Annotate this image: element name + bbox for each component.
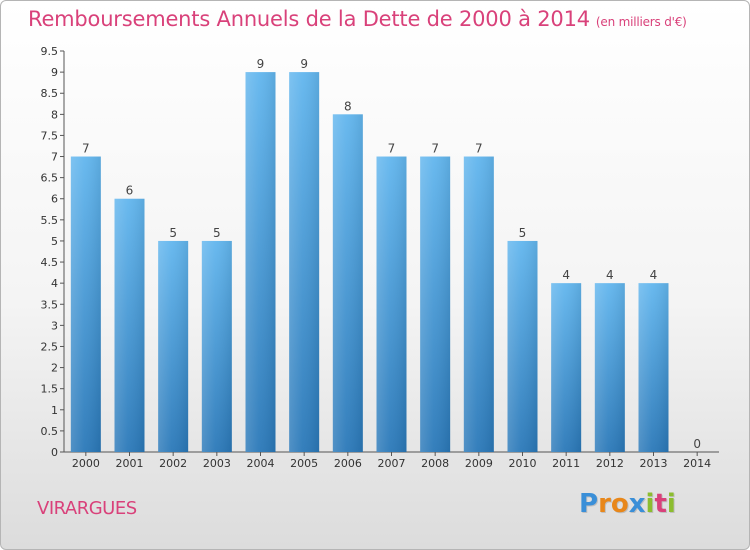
x-tick-label: 2006 [334,457,362,470]
chart-title-text: Remboursements Annuels de la Dette de 20… [28,7,590,31]
x-tick-label: 2008 [421,457,449,470]
x-tick-label: 2001 [116,457,144,470]
x-tick-label: 2010 [509,457,537,470]
x-tick-label: 2003 [203,457,231,470]
data-label: 4 [562,268,570,282]
proxiti-logo[interactable]: Proxiti [579,489,676,519]
bar-shine [114,198,145,452]
data-label: 6 [126,184,134,198]
commune-name: VIRARGUES [37,498,137,519]
y-tick-label: 4.5 [41,256,59,269]
y-tick-label: 5.5 [41,214,59,227]
logo-letter: i [666,489,676,519]
bar-shine [70,156,101,453]
data-label: 4 [650,268,658,282]
data-label: 9 [257,57,265,71]
data-label: 5 [213,226,221,240]
logo-letter: P [579,489,599,519]
bar-shine [245,72,276,453]
data-label: 7 [475,142,483,156]
bar-shine [463,156,494,453]
data-label: 5 [519,226,527,240]
data-label: 4 [606,268,614,282]
x-tick-label: 2013 [640,457,668,470]
logo-letter: x [628,489,646,519]
y-tick-label: 4 [51,277,58,290]
bar-shine [594,283,625,452]
y-tick-label: 7 [51,151,58,164]
logo-letter: o [610,489,629,519]
y-tick-label: 2 [51,362,58,375]
y-tick-label: 1.5 [41,383,59,396]
bar-shine [376,156,407,453]
data-label: 7 [388,142,396,156]
x-tick-label: 2009 [465,457,493,470]
y-tick-label: 8 [51,108,58,121]
y-tick-label: 9.5 [41,45,59,58]
x-tick-label: 2014 [683,457,711,470]
x-tick-label: 2012 [596,457,624,470]
y-tick-label: 7.5 [41,129,59,142]
x-tick-label: 2002 [159,457,187,470]
chart-unit: (en milliers d'€) [595,15,687,29]
bar-shine [289,72,320,453]
bar-shine [507,240,538,452]
x-tick-label: 2004 [247,457,275,470]
axes: 0 0.5 1 1.5 2 2.5 3 3.5 4 4.5 5 5.5 6 6.5 7 7.5 8 8.5 9 9.5… [41,45,719,470]
bar-shine [158,240,189,452]
data-label: 8 [344,99,352,113]
x-tick-label: 2005 [290,457,318,470]
x-tick-label: 2000 [72,457,100,470]
y-tick-label: 2.5 [41,340,59,353]
y-tick-label: 3 [51,319,58,332]
bar-shine [638,283,669,452]
y-tick-label: 0 [51,446,58,459]
x-tick-label: 2007 [378,457,406,470]
bar-shine [551,283,582,452]
y-tick-label: 9 [51,66,58,79]
y-tick-label: 0.5 [41,425,59,438]
bar-shine [332,114,363,452]
y-tick-label: 3.5 [41,298,59,311]
y-tick-label: 6.5 [41,172,59,185]
chart-title: Remboursements Annuels de la Dette de 20… [28,7,687,31]
data-label: 7 [82,142,90,156]
data-label: 5 [169,226,177,240]
data-label: 0 [693,437,701,451]
data-label: 9 [300,57,308,71]
logo-letter: r [598,489,611,519]
bars: 7 6 5 5 9 9 8 7 7 7 5 4 4 4 0 [70,57,701,453]
y-tick-label: 5 [51,235,58,248]
bar-shine [201,240,232,452]
y-tick-label: 1 [51,404,58,417]
y-tick-label: 8.5 [41,87,59,100]
bar-shine [420,156,451,453]
logo-letter: t [654,489,667,519]
logo-letter: i [645,489,655,519]
data-label: 7 [431,142,439,156]
x-tick-label: 2011 [552,457,580,470]
y-tick-label: 6 [51,193,58,206]
